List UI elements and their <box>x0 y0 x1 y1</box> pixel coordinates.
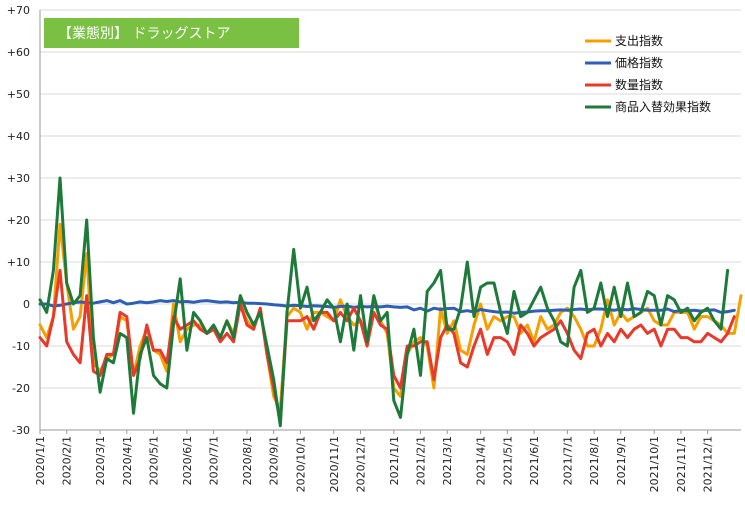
x-tick-label: 2021/12/1 <box>702 436 715 492</box>
x-tick-label: 2021/11/1 <box>675 436 688 492</box>
series-lines <box>38 176 743 428</box>
x-tick-label: 2020/5/1 <box>147 436 160 485</box>
x-tick-label: 2020/1/1 <box>34 436 47 485</box>
legend-label: 支出指数 <box>615 33 663 48</box>
x-tick-label: 2021/8/1 <box>588 436 601 485</box>
x-tick-label: 2020/3/1 <box>94 436 107 485</box>
y-tick-label: +10 <box>7 256 30 269</box>
x-tick-label: 2020/9/1 <box>268 436 281 485</box>
legend-label: 商品入替効果指数 <box>615 99 711 114</box>
x-tick-label: 2021/2/1 <box>415 436 428 485</box>
y-tick-label: -20 <box>12 382 30 395</box>
x-tick-label: 2020/6/1 <box>181 436 194 485</box>
y-tick-label: +70 <box>7 4 30 17</box>
legend-label: 価格指数 <box>615 55 663 70</box>
y-axis-ticks: +70 +60 +50 +40 +30 +20 +10 0 -10 -20 -30 <box>7 4 30 437</box>
chart-title-background <box>44 18 299 48</box>
x-tick-label: 2020/2/1 <box>61 436 74 485</box>
x-tick-label: 2020/10/1 <box>294 436 307 492</box>
x-tick-label: 2020/12/1 <box>354 436 367 492</box>
x-tick-label: 2021/1/1 <box>388 436 401 485</box>
x-axis-ticks: 2020/1/1 2020/2/1 2020/3/1 2020/4/1 2020/5/1… <box>34 430 715 492</box>
chart-title: 【業態別】 ドラッグストア <box>44 18 299 48</box>
series-line-4 <box>38 176 730 428</box>
y-tick-label: -30 <box>12 424 30 437</box>
y-tick-label: +50 <box>7 88 30 101</box>
x-tick-label: 2021/5/1 <box>501 436 514 485</box>
x-tick-label: 2021/10/1 <box>648 436 661 492</box>
x-tick-label: 2021/4/1 <box>475 436 488 485</box>
y-tick-label: +40 <box>7 130 30 143</box>
x-tick-label: 2020/7/1 <box>208 436 221 485</box>
x-tick-label: 2020/11/1 <box>328 436 341 492</box>
legend-label: 数量指数 <box>615 77 663 92</box>
x-tick-label: 2021/9/1 <box>615 436 628 485</box>
y-tick-label: 0 <box>23 298 30 311</box>
y-tick-label: -10 <box>12 340 30 353</box>
x-tick-label: 2021/7/1 <box>561 436 574 485</box>
y-tick-label: +60 <box>7 46 30 59</box>
y-tick-label: +20 <box>7 214 30 227</box>
chart-title-text: 【業態別】 ドラッグストア <box>58 26 230 42</box>
y-tick-label: +30 <box>7 172 30 185</box>
x-tick-label: 2021/3/1 <box>441 436 454 485</box>
x-tick-label: 2020/4/1 <box>121 436 134 485</box>
x-tick-label: 2021/6/1 <box>528 436 541 485</box>
x-tick-label: 2020/8/1 <box>241 436 254 485</box>
